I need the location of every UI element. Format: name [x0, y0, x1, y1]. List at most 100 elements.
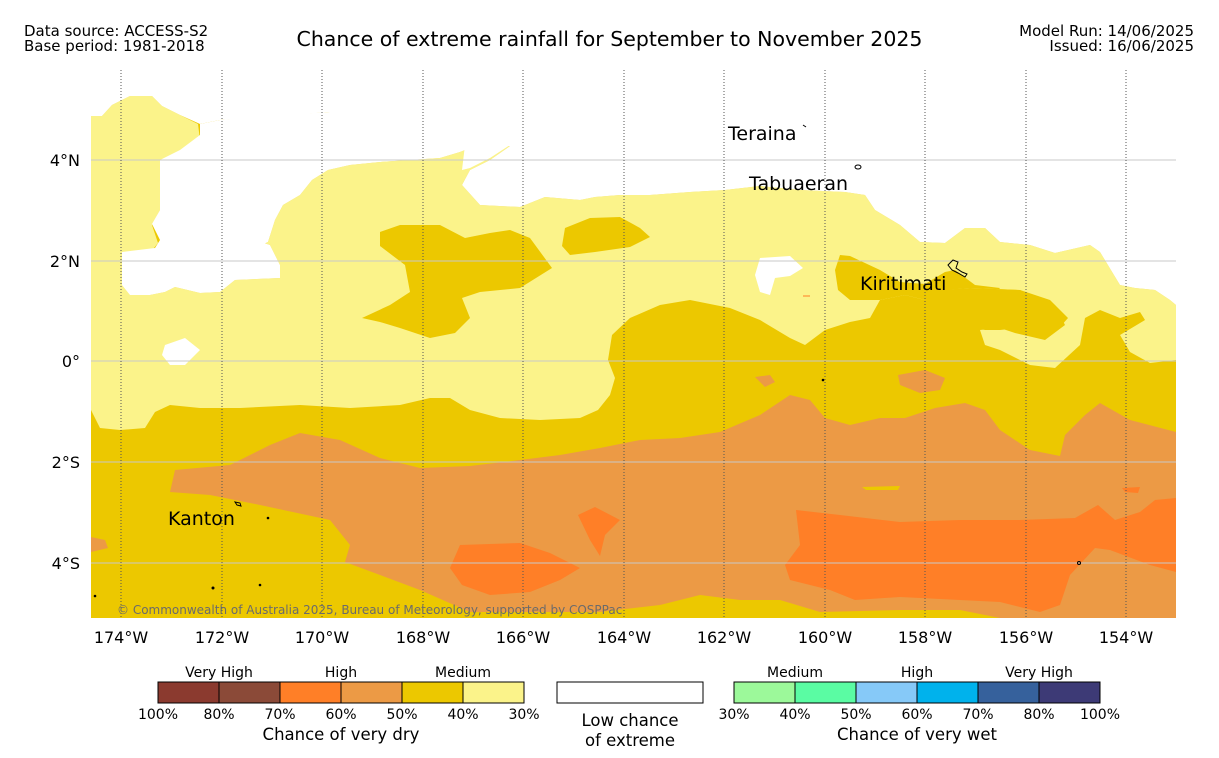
kanton-island-outline — [233, 501, 242, 507]
data-source: Data source: ACCESS-S2 — [24, 22, 209, 40]
lat-label-4s: 4°S — [52, 554, 80, 573]
legend-wet: Medium High Very High 30% 40% 50% 60% 70… — [718, 665, 1120, 744]
legend-dry-tick-0: 100% — [138, 707, 178, 723]
legend-swatch-low — [556, 681, 704, 704]
legend-low: Low chance of extreme — [556, 681, 704, 750]
legend-dry-heading-very-high: Very High — [185, 665, 253, 681]
region-high-70-60-b — [578, 507, 620, 556]
region-medium-yellow-spot — [862, 486, 900, 490]
legend-swatch-dry-40-30 — [463, 682, 524, 703]
place-label-kiritimati: Kiritimati — [860, 273, 946, 295]
teraina-island-outline — [802, 124, 807, 128]
legend-wet-tick-0: 30% — [718, 707, 749, 723]
region-low-chance-c — [91, 70, 1176, 305]
longitude-labels: 174°W 172°W 170°W 168°W 166°W 164°W 162°… — [94, 628, 1154, 647]
legend-wet-tick-6: 100% — [1080, 707, 1120, 723]
map-area: © Commonwealth of Australia 2025, Bureau… — [91, 70, 1176, 618]
region-low-chance-b — [122, 108, 505, 295]
region-medium-50-40-island-a — [362, 225, 552, 338]
legend-swatch-wet-70-80 — [978, 682, 1039, 703]
legend-dry-tick-2: 70% — [264, 707, 295, 723]
lon-label-166w: 166°W — [496, 628, 551, 647]
legend-wet-tick-4: 70% — [962, 707, 993, 723]
legend-wet-dividers — [794, 682, 1040, 703]
legend-swatch-wet-50-60 — [856, 682, 917, 703]
legend-swatch-dry-70-60 — [280, 682, 341, 703]
region-high-60-50-west — [91, 537, 108, 552]
legend-wet-tick-1: 40% — [779, 707, 810, 723]
legend-dry-caption: Chance of very dry — [263, 725, 420, 744]
legend-swatch-dry-60-50 — [341, 682, 402, 703]
latitude-labels: 4°N 2°N 0° 2°S 4°S — [50, 151, 80, 573]
legend-wet-heading-high: High — [901, 665, 933, 681]
legend-dry-tick-1: 80% — [203, 707, 234, 723]
region-low-chance-e — [755, 256, 803, 295]
lon-label-174w: 174°W — [94, 628, 149, 647]
region-medium-40-30 — [91, 96, 1176, 430]
legend-wet-heading-medium: Medium — [767, 665, 823, 681]
copyright-credit: © Commonwealth of Australia 2025, Bureau… — [117, 603, 622, 617]
legend-low-caption-line2: of extreme — [585, 731, 675, 750]
legend-wet-tick-3: 60% — [901, 707, 932, 723]
lon-label-154w: 154°W — [1099, 628, 1154, 647]
legend-swatch-dry-80-70 — [219, 682, 280, 703]
lon-label-156w: 156°W — [999, 628, 1054, 647]
legend-swatch-wet-30-40 — [734, 682, 795, 703]
legend-dry-tick-6: 30% — [508, 707, 539, 723]
lon-label-172w: 172°W — [195, 628, 250, 647]
place-label-teraina: Teraina — [727, 123, 797, 145]
lon-label-160w: 160°W — [798, 628, 853, 647]
legend-wet-caption: Chance of very wet — [837, 725, 998, 744]
region-high-70-60-c — [785, 498, 1176, 612]
lon-label-164w: 164°W — [597, 628, 652, 647]
legend-swatch-dry-100-80 — [158, 682, 219, 703]
legend-dry-tick-3: 60% — [325, 707, 356, 723]
lon-label-168w: 168°W — [396, 628, 451, 647]
region-high-70-60-d — [1122, 487, 1140, 493]
map-title: Chance of extreme rainfall for September… — [296, 27, 923, 51]
legend-dry-tick-4: 50% — [386, 707, 417, 723]
base-period: Base period: 1981-2018 — [24, 37, 205, 55]
region-medium-50-40-island-b — [562, 217, 650, 255]
lat-label-2n: 2°N — [50, 252, 80, 271]
header-left: Data source: ACCESS-S2 Base period: 1981… — [24, 24, 208, 54]
region-high-60-50-east — [898, 370, 945, 393]
lon-label-162w: 162°W — [697, 628, 752, 647]
legend-wet-heading-very-high: Very High — [1005, 665, 1073, 681]
place-label-kanton: Kanton — [168, 508, 235, 530]
legend-dry-heading-high: High — [325, 665, 357, 681]
legend-dry-tick-5: 40% — [447, 707, 478, 723]
region-medium-50-40-island-c — [835, 255, 1068, 330]
region-high-70-60-a — [450, 543, 580, 595]
region-low-chance-d — [162, 338, 200, 365]
region-medium-50-40-south — [650, 598, 830, 618]
lat-label-0: 0° — [62, 352, 80, 371]
place-label-tabuaeran: Tabuaeran — [748, 173, 848, 195]
issued-date: Issued: 16/06/2025 — [1049, 37, 1194, 55]
legend-swatch-wet-80-100 — [1039, 682, 1100, 703]
legend-swatch-wet-40-50 — [795, 682, 856, 703]
island-outlines — [93, 124, 1081, 598]
legend-dry: Very High High Medium 100% 80% 70% 60% 5… — [138, 665, 540, 744]
lat-label-4n: 4°N — [50, 151, 80, 170]
legend-swatch-wet-60-70 — [917, 682, 978, 703]
lat-label-2s: 2°S — [52, 453, 80, 472]
legend-low-caption-line1: Low chance — [581, 711, 678, 730]
header-right: Model Run: 14/06/2025 Issued: 16/06/2025 — [1019, 24, 1194, 54]
legend-dry-heading-medium: Medium — [435, 665, 491, 681]
region-low-chance-g — [462, 145, 510, 170]
lon-label-170w: 170°W — [295, 628, 350, 647]
kiritimati-island-outline — [947, 259, 968, 278]
legend-wet-tick-2: 50% — [840, 707, 871, 723]
tabuaeran-island-outline — [854, 164, 862, 170]
region-low-chance-f — [225, 248, 280, 277]
region-high-60-50-spot — [755, 375, 775, 387]
legend-wet-tick-5: 80% — [1023, 707, 1054, 723]
model-run: Model Run: 14/06/2025 — [1019, 22, 1194, 40]
latitude-gridlines — [91, 159, 1176, 564]
legend-swatch-dry-50-40 — [402, 682, 463, 703]
legend-dry-dividers — [218, 682, 464, 703]
lon-label-158w: 158°W — [898, 628, 953, 647]
longitude-gridlines — [120, 70, 1127, 618]
